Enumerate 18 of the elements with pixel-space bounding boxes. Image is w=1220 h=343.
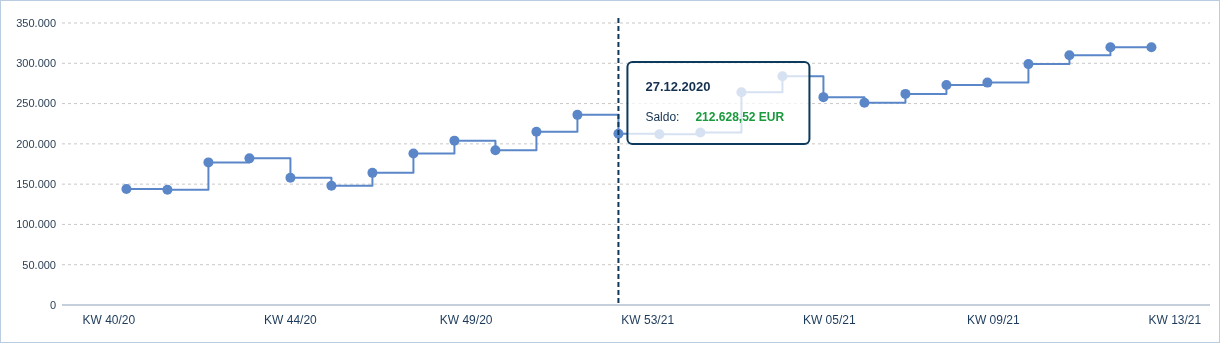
x-tick-label: KW 53/21	[621, 313, 675, 327]
annotation: Saldo:	[645, 110, 680, 124]
y-tick-label: 0	[49, 298, 56, 311]
x-tick-label: KW 13/21	[1148, 313, 1202, 327]
y-tick-label: 300.000	[16, 57, 56, 70]
x-tick-label: KW 49/20	[439, 313, 493, 327]
y-tick-label: 350.000	[16, 16, 56, 29]
annotation: 27.12.2020	[645, 79, 711, 94]
x-tick-label: KW 40/20	[82, 313, 136, 327]
y-tick-label: 150.000	[16, 177, 56, 190]
y-tick-label: 200.000	[16, 137, 56, 150]
y-tick-label: 100.000	[16, 218, 56, 231]
x-tick-label: KW 09/21	[966, 313, 1020, 327]
y-tick-label: 50.000	[22, 258, 56, 271]
y-tick-label: 250.000	[16, 97, 56, 110]
x-tick-label: KW 44/20	[264, 313, 318, 327]
x-tick-label: KW 05/21	[802, 313, 856, 327]
annotation: 212.628,52 EUR	[695, 110, 785, 124]
